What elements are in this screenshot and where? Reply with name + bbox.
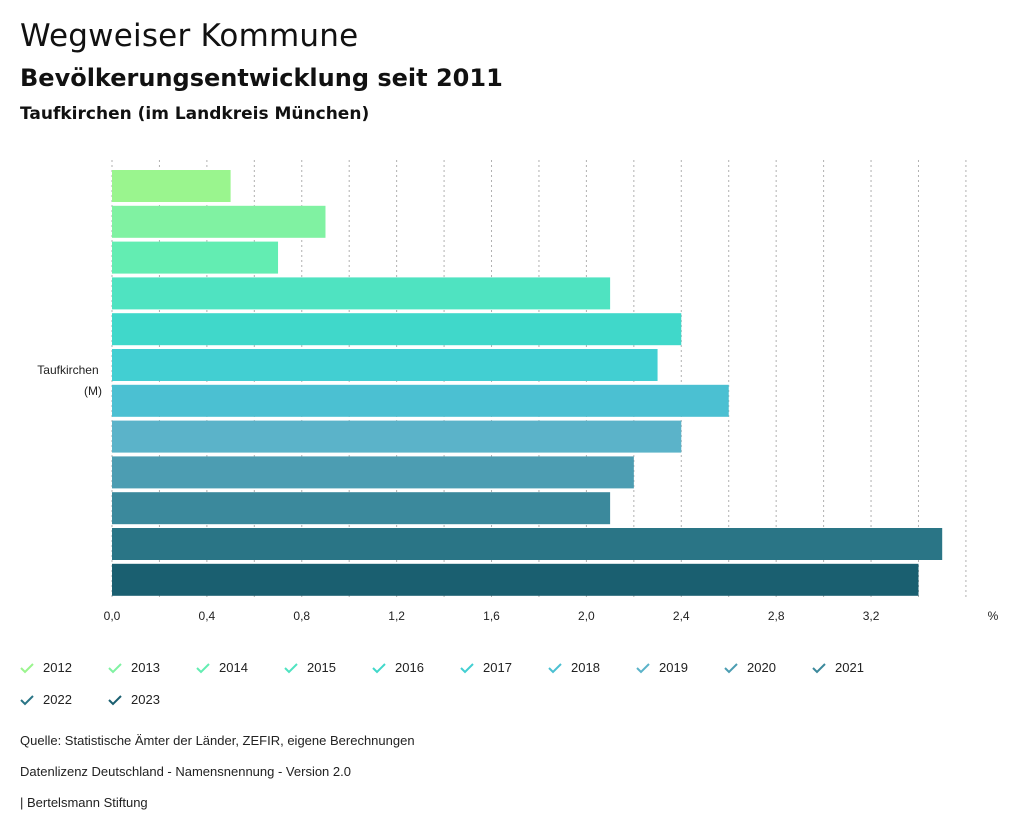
legend-label: 2023 [131, 692, 160, 707]
bar-2015[interactable] [112, 277, 611, 310]
legend-label: 2020 [747, 660, 776, 675]
x-tick-label: 0,4 [199, 609, 216, 623]
check-icon [20, 694, 34, 705]
legend-label: 2022 [43, 692, 72, 707]
check-icon [460, 662, 474, 673]
check-icon [724, 662, 738, 673]
x-tick-label: 2,8 [768, 609, 785, 623]
bar-2012[interactable] [112, 170, 231, 202]
legend-label: 2013 [131, 660, 160, 675]
legend-item-2022[interactable]: 2022 [20, 692, 72, 707]
legend-label: 2017 [483, 660, 512, 675]
bar-2014[interactable] [112, 241, 279, 274]
x-tick-label: 1,6 [483, 609, 500, 623]
bar-2016[interactable] [112, 313, 682, 346]
x-tick-label: 3,2 [863, 609, 880, 623]
license-note: Datenlizenz Deutschland - Namensnennung … [20, 764, 351, 779]
legend-label: 2021 [835, 660, 864, 675]
check-icon [548, 662, 562, 673]
grid-lines [111, 160, 967, 598]
legend-item-2014[interactable]: 2014 [196, 660, 248, 675]
legend-item-2016[interactable]: 2016 [372, 660, 424, 675]
legend-item-2017[interactable]: 2017 [460, 660, 512, 675]
check-icon [108, 694, 122, 705]
check-icon [284, 662, 298, 673]
bar-2022[interactable] [112, 528, 943, 560]
check-icon [20, 662, 34, 673]
x-axis-ticks: 0,0 0,4 0,8 1,2 1,6 2,0 2,4 2,8 3,2 [104, 609, 880, 623]
category-label: Taufkirchen (M) [37, 363, 102, 398]
category-label-line-2: (M) [84, 384, 102, 398]
check-icon [636, 662, 650, 673]
bar-2021[interactable] [112, 492, 611, 525]
check-icon [108, 662, 122, 673]
x-axis-unit: % [988, 609, 999, 623]
legend-item-2015[interactable]: 2015 [284, 660, 336, 675]
legend-item-2020[interactable]: 2020 [724, 660, 776, 675]
check-icon [372, 662, 386, 673]
bar-2013[interactable] [112, 205, 326, 238]
bars [112, 170, 943, 596]
legend-label: 2019 [659, 660, 688, 675]
bar-2017[interactable] [112, 349, 658, 381]
legend-item-2021[interactable]: 2021 [812, 660, 864, 675]
legend-item-2018[interactable]: 2018 [548, 660, 600, 675]
legend-label: 2012 [43, 660, 72, 675]
legend-item-2012[interactable]: 2012 [20, 660, 72, 675]
bar-2020[interactable] [112, 456, 634, 489]
legend-label: 2016 [395, 660, 424, 675]
chart-subtitle: Bevölkerungsentwicklung seit 2011 [20, 64, 503, 92]
legend-item-2023[interactable]: 2023 [108, 692, 160, 707]
publisher-note: | Bertelsmann Stiftung [20, 795, 148, 810]
x-tick-label: 2,4 [673, 609, 690, 623]
legend-item-2013[interactable]: 2013 [108, 660, 160, 675]
legend-item-2019[interactable]: 2019 [636, 660, 688, 675]
bar-2018[interactable] [112, 384, 729, 417]
page-title: Wegweiser Kommune [20, 18, 359, 54]
check-icon [812, 662, 826, 673]
x-tick-label: 0,0 [104, 609, 121, 623]
legend-label: 2014 [219, 660, 248, 675]
x-tick-label: 1,2 [388, 609, 405, 623]
source-note: Quelle: Statistische Ämter der Länder, Z… [20, 733, 415, 748]
legend-label: 2015 [307, 660, 336, 675]
bar-2023[interactable] [112, 563, 919, 596]
legend-label: 2018 [571, 660, 600, 675]
check-icon [196, 662, 210, 673]
region-name: Taufkirchen (im Landkreis München) [20, 104, 370, 124]
bar-2019[interactable] [112, 420, 682, 453]
bar-chart: 0,0 0,4 0,8 1,2 1,6 2,0 2,4 2,8 3,2 Taufkirchen … [37, 160, 999, 623]
category-label-line-1: Taufkirchen [37, 363, 98, 377]
x-tick-label: 0,8 [293, 609, 310, 623]
x-tick-label: 2,0 [578, 609, 595, 623]
